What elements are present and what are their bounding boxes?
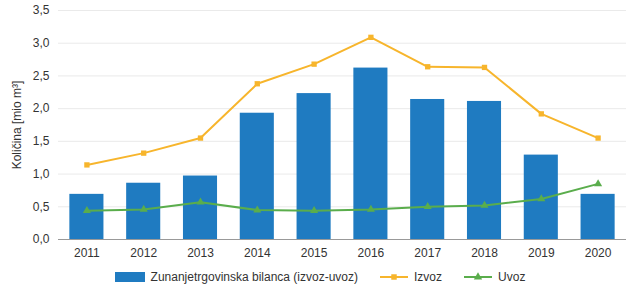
svg-text:2,0: 2,0 [33,101,50,115]
svg-text:3,0: 3,0 [33,36,50,50]
svg-text:Količina [mio m³]: Količina [mio m³] [10,81,24,170]
html-text:Zunanjetrgovinska bilanca (izv: Zunanjetrgovinska bilanca (izvoz-uvoz) [150,270,358,284]
svg-text:2020: 2020 [585,246,612,260]
svg-text:2018: 2018 [471,246,498,260]
svg-text:1,5: 1,5 [33,134,50,148]
svg-text:3,5: 3,5 [33,3,50,17]
svg-text:2012: 2012 [130,246,157,260]
svg-text:2013: 2013 [187,246,214,260]
svg-text:2014: 2014 [244,246,271,260]
html-text:Uvoz: Uvoz [498,270,526,284]
svg-text:2019: 2019 [528,246,555,260]
svg-text:2,5: 2,5 [33,69,50,83]
svg-text:2015: 2015 [301,246,328,260]
svg-text:0,5: 0,5 [33,200,50,214]
svg-text:2016: 2016 [358,246,385,260]
svg-text:2011: 2011 [74,246,100,260]
svg-text:2017: 2017 [414,246,441,260]
svg-text:1,0: 1,0 [33,167,50,181]
svg-text:0,0: 0,0 [33,232,50,246]
html-text:Izvoz: Izvoz [414,270,442,284]
